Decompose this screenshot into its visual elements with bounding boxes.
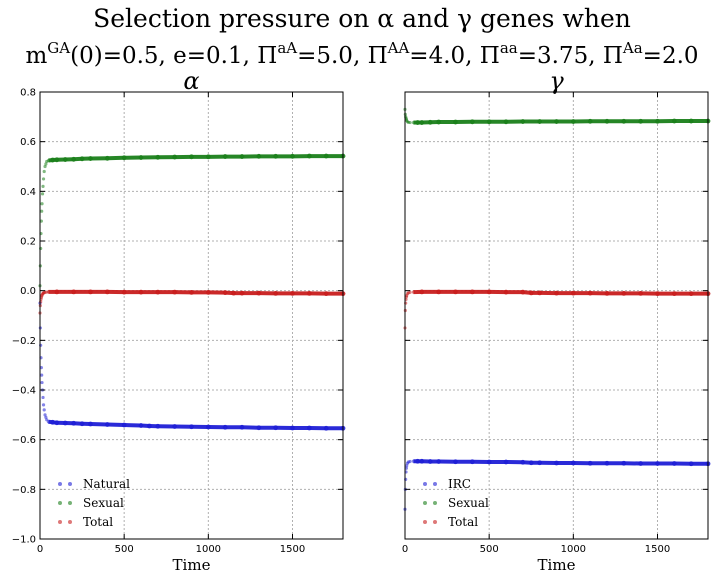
legend-marker	[58, 482, 62, 486]
series-1	[403, 107, 711, 125]
subtitle-sup-1: aA	[277, 39, 297, 57]
data-point	[44, 162, 48, 166]
series-0	[403, 458, 711, 511]
x-axis-label: Time	[173, 556, 211, 574]
ytick-label: 0.8	[20, 88, 36, 99]
legend-label: Sexual	[83, 496, 124, 510]
data-point	[42, 169, 46, 174]
legend-marker	[423, 520, 427, 524]
subtitle-part-1: (0)=0.5, e=0.1, Π	[70, 43, 277, 69]
legend-label: Natural	[83, 477, 130, 491]
xtick-label: 1500	[645, 544, 670, 555]
ytick-label: −0.8	[12, 485, 36, 496]
series-band	[522, 290, 532, 295]
data-point	[43, 413, 47, 417]
legend-marker	[68, 501, 72, 505]
xtick-label: 0	[37, 544, 43, 555]
chart-subtitle: mGA​(0)=0.5, e=0.1, ΠaA​=5.0, ΠAA​=4.0, …	[25, 39, 698, 69]
series-2	[403, 289, 711, 330]
ytick-label: 0.6	[20, 137, 36, 148]
data-point	[41, 395, 45, 400]
series-0	[38, 301, 346, 431]
subtitle-sup-2: AA	[387, 39, 410, 57]
data-point	[39, 366, 43, 370]
subtitle-sup-4: Aa	[622, 39, 643, 57]
data-point	[40, 373, 44, 377]
data-point	[42, 408, 46, 412]
legend-marker	[58, 501, 62, 505]
data-point	[41, 177, 46, 181]
ytick-label: 0.0	[20, 286, 36, 297]
subtitle-part-5: =2.0	[643, 43, 699, 69]
data-point	[43, 164, 47, 169]
data-point	[41, 403, 46, 407]
data-point	[408, 459, 412, 464]
ytick-label: 0.4	[20, 187, 36, 198]
legend-marker	[433, 520, 437, 524]
legend: Natural Sexual Total	[58, 477, 130, 529]
data-point	[41, 184, 45, 188]
data-point	[404, 466, 408, 470]
xtick-label: 1000	[561, 544, 586, 555]
xtick-label: 500	[115, 544, 134, 555]
panel-1: 0 500 1000 1500 γ Time IRC Sexual Total	[402, 67, 711, 574]
xtick-label: 500	[480, 544, 499, 555]
ytick-label: −0.2	[12, 336, 36, 347]
legend-marker	[423, 482, 427, 486]
legend-label: Total	[83, 515, 113, 529]
panels: −1.0 −0.8 −0.6 −0.4 −0.2 0.0 0.2 0.4 0.6 0.8 0 500 1…	[12, 67, 711, 574]
legend-label: IRC	[448, 477, 471, 491]
data-point	[39, 219, 43, 223]
plot-frame	[39, 91, 344, 540]
plot-frame	[404, 91, 709, 540]
panel-title: α	[183, 67, 199, 95]
data-point	[44, 415, 48, 419]
legend-label: Sexual	[448, 496, 489, 510]
ytick-label: 0.2	[20, 237, 36, 248]
ytick-label: −1.0	[12, 535, 36, 546]
subtitle-part-4: =3.75, Π	[518, 43, 623, 69]
ytick-label: −0.4	[12, 386, 36, 397]
legend-marker	[433, 501, 437, 505]
subtitle-part-0: m	[25, 43, 47, 69]
data-point	[40, 209, 44, 213]
legend: IRC Sexual Total	[423, 477, 489, 529]
data-point	[408, 290, 412, 295]
subtitle-part-2: =5.0, Π	[297, 43, 388, 69]
data-point	[408, 120, 412, 125]
legend-marker	[423, 501, 427, 505]
subtitle-part-3: =4.0, Π	[409, 43, 500, 69]
chart-title: Selection pressure on α and γ genes when	[93, 4, 631, 33]
legend-marker	[68, 520, 72, 524]
xtick-label: 0	[402, 544, 408, 555]
data-point	[405, 464, 409, 468]
series-1	[38, 153, 346, 288]
legend-label: Total	[448, 515, 478, 529]
panel-title: γ	[549, 67, 564, 95]
x-axis-label: Time	[538, 556, 576, 574]
data-point	[40, 202, 44, 206]
data-point	[40, 192, 45, 196]
series-2	[38, 289, 346, 315]
panel-0: −1.0 −0.8 −0.6 −0.4 −0.2 0.0 0.2 0.4 0.6 0.8 0 500 1…	[12, 67, 346, 574]
subtitle-sup-3: aa	[500, 39, 518, 57]
ytick-label: −0.6	[12, 435, 36, 446]
legend-marker	[433, 482, 437, 486]
xtick-label: 1500	[280, 544, 305, 555]
legend-marker	[68, 482, 72, 486]
data-point	[40, 380, 44, 385]
subtitle-sup-0: GA	[47, 39, 70, 57]
xtick-label: 1000	[196, 544, 221, 555]
legend-marker	[58, 520, 62, 524]
